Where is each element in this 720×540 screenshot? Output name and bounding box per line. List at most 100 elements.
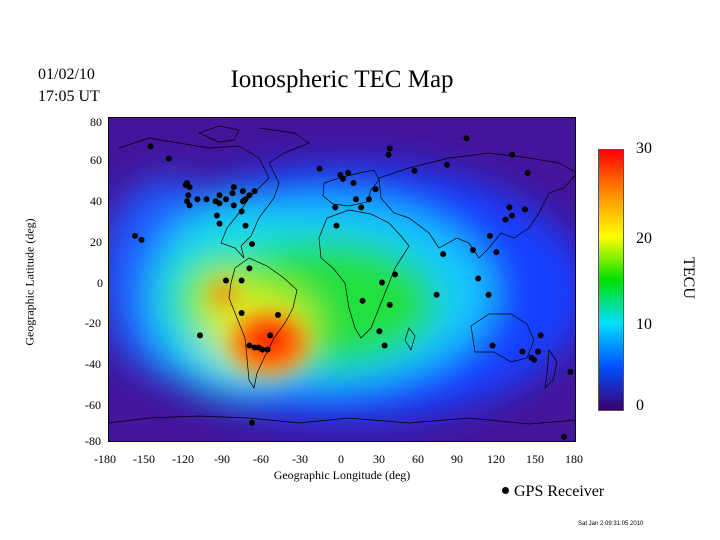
gps-station	[531, 356, 538, 363]
y-tick: -40	[85, 357, 101, 371]
gps-station	[238, 208, 245, 215]
y-tick: -60	[85, 398, 101, 412]
tec-map-graphic	[109, 118, 575, 441]
gps-station	[372, 186, 379, 193]
legend-label: GPS Receiver	[514, 483, 605, 500]
gps-station	[238, 310, 245, 316]
gps-station	[386, 145, 393, 152]
x-tick: -90	[214, 452, 230, 466]
gps-station	[567, 368, 574, 375]
x-tick: 60	[412, 452, 424, 466]
page-title: Ionospheric TEC Map	[0, 66, 720, 94]
footer-timestamp: Sat Jan 2 09:31:05 2010	[578, 521, 644, 527]
x-tick: 0	[338, 452, 344, 466]
gps-station	[223, 196, 229, 203]
gps-station	[251, 188, 258, 195]
y-tick: -80	[85, 434, 101, 448]
gps-station	[264, 346, 271, 353]
gps-station	[230, 184, 237, 191]
map-title: Ionospheric TEC Map	[230, 66, 454, 93]
gps-station	[444, 161, 450, 168]
x-tick: 90	[451, 452, 463, 466]
gps-station	[433, 291, 440, 298]
colorbar-tick: 0	[636, 397, 644, 414]
x-tick: 180	[565, 452, 583, 466]
gps-station	[535, 348, 541, 355]
gps-receiver-marker-icon	[502, 486, 509, 494]
gps-station	[379, 279, 385, 286]
gps-station	[194, 196, 201, 203]
gps-station	[353, 196, 359, 203]
gps-station	[316, 165, 323, 172]
gps-station	[197, 332, 203, 339]
gps-station	[238, 277, 245, 284]
x-tick: 30	[373, 452, 385, 466]
gps-station	[249, 419, 255, 426]
date-time-label: 01/02/10 17:05 UT	[38, 64, 100, 108]
gps-station	[132, 232, 138, 239]
gps-station	[275, 312, 281, 319]
gps-station	[376, 328, 383, 335]
gps-station	[229, 190, 236, 197]
gps-station	[216, 192, 223, 199]
gps-station	[502, 216, 509, 223]
y-tick: 0	[97, 276, 103, 290]
gps-station	[350, 180, 357, 186]
gps-station	[381, 342, 388, 349]
gps-station	[392, 271, 398, 278]
y-tick: 60	[90, 153, 102, 167]
gps-station	[561, 433, 567, 440]
gps-station	[186, 202, 193, 209]
gps-station	[230, 202, 237, 209]
x-tick: 150	[526, 452, 544, 466]
gps-station	[216, 200, 223, 207]
gps-station	[239, 198, 246, 205]
station-layer	[132, 135, 574, 440]
gps-station	[246, 192, 253, 199]
y-tick: 80	[90, 115, 102, 129]
gps-station	[223, 277, 229, 284]
x-tick: -60	[253, 452, 269, 466]
gps-station	[506, 204, 513, 211]
x-tick: -30	[292, 452, 308, 466]
y-tick: 40	[90, 194, 102, 208]
gps-station	[475, 275, 482, 282]
gps-station	[486, 232, 493, 239]
y-tick: 20	[90, 235, 102, 249]
colorbar-tick: 20	[636, 230, 652, 247]
x-tick: -180	[94, 452, 116, 466]
map-time: 17:05 UT	[38, 88, 100, 105]
gps-station	[470, 247, 476, 254]
gps-station	[493, 249, 500, 256]
x-tick: -150	[133, 452, 155, 466]
x-tick: 120	[487, 452, 505, 466]
y-tick: -20	[85, 316, 101, 330]
coastlines	[109, 125, 575, 425]
gps-station	[440, 251, 447, 258]
gps-station	[337, 171, 344, 178]
gps-station	[147, 143, 154, 150]
gps-station	[485, 291, 492, 298]
gps-station	[411, 167, 418, 174]
gps-station	[249, 240, 255, 247]
gps-station	[138, 236, 145, 243]
colorbar-tick: 10	[636, 316, 652, 333]
gps-station	[216, 220, 223, 227]
gps-station	[246, 342, 253, 349]
gps-station	[267, 332, 274, 339]
gps-station	[186, 184, 193, 191]
gps-station	[489, 342, 496, 349]
gps-station	[259, 346, 266, 353]
gps-station	[359, 297, 366, 304]
gps-station	[386, 301, 393, 308]
gps-station	[358, 204, 365, 211]
gps-station	[522, 206, 528, 213]
gps-station	[509, 151, 515, 158]
colorbar-tick: 30	[636, 140, 652, 157]
colorbar-unit: TECU	[680, 257, 697, 299]
gps-station	[242, 222, 249, 229]
gps-station	[246, 265, 253, 272]
tec-map	[108, 117, 576, 442]
gps-station	[463, 135, 470, 142]
gps-station	[345, 169, 352, 176]
